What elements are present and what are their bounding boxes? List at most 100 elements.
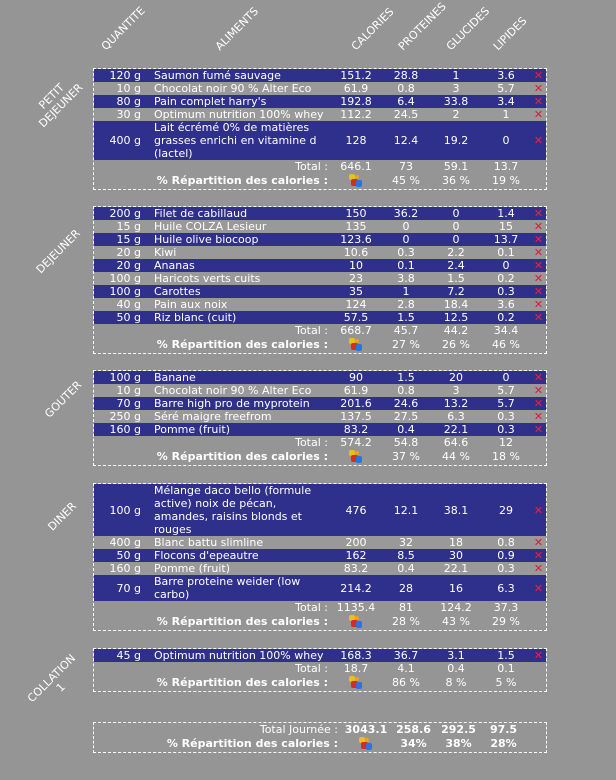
day-total-box: Total Journée :3043.1 258.6 292.5 97.5% Rép… bbox=[93, 722, 547, 753]
section-label-dejeuner: DEJEUNER bbox=[33, 226, 83, 277]
food-row[interactable]: 70 g Barre proteine weider (low carbo) 214… bbox=[94, 575, 546, 601]
delete-x-icon[interactable]: ✕ bbox=[531, 285, 546, 298]
carbs: 1 bbox=[431, 69, 481, 82]
delete-x-icon[interactable]: ✕ bbox=[531, 562, 546, 575]
food-row[interactable]: 400 g Lait écrémé 0% de matières grasses … bbox=[94, 121, 546, 160]
food-row[interactable]: 15 g Huile olive biocoop 123.6 0 0 13.7 ✕ bbox=[94, 233, 546, 246]
delete-x-icon[interactable]: ✕ bbox=[531, 272, 546, 285]
food-row[interactable]: 250 g Séré maigre freefrom 137.5 27.5 6.3 0.3… bbox=[94, 410, 546, 423]
pie-chart-icon[interactable] bbox=[349, 676, 363, 690]
spacer bbox=[531, 601, 546, 614]
meal-box-collation-1: 45 g Optimum nutrition 100% whey 168.3 36.7… bbox=[93, 648, 547, 692]
quantity: 100 g bbox=[94, 484, 149, 536]
food-name[interactable]: Riz blanc (cuit) bbox=[149, 311, 331, 324]
delete-x-icon[interactable]: ✕ bbox=[531, 484, 546, 536]
food-name[interactable]: Barre high pro de myprotein bbox=[149, 397, 331, 410]
food-row[interactable]: 200 g Filet de cabillaud 150 36.2 0 1.4 ✕ bbox=[94, 207, 546, 220]
food-row[interactable]: 10 g Chocolat noir 90 % Alter Eco 61.9 0.8 3… bbox=[94, 384, 546, 397]
quantity: 10 g bbox=[94, 82, 149, 95]
delete-x-icon[interactable]: ✕ bbox=[531, 575, 546, 601]
food-row[interactable]: 80 g Pain complet harry's 192.8 6.4 33.8 3.4 ✕ bbox=[94, 95, 546, 108]
food-row[interactable]: 100 g Banane 90 1.5 20 0 ✕ bbox=[94, 371, 546, 384]
food-row[interactable]: 50 g Riz blanc (cuit) 57.5 1.5 12.5 0.2 ✕ bbox=[94, 311, 546, 324]
pie-chart-icon[interactable] bbox=[349, 615, 363, 629]
food-name[interactable]: Optimum nutrition 100% whey bbox=[149, 649, 331, 662]
food-name[interactable]: Flocons d'epeautre bbox=[149, 549, 331, 562]
food-name[interactable]: Huile olive biocoop bbox=[149, 233, 331, 246]
delete-x-icon[interactable]: ✕ bbox=[531, 207, 546, 220]
food-name[interactable]: Optimum nutrition 100% whey bbox=[149, 108, 331, 121]
column-header-calories: CALORIES bbox=[348, 5, 397, 53]
food-name[interactable]: Saumon fumé sauvage bbox=[149, 69, 331, 82]
food-row[interactable]: 70 g Barre high pro de myprotein 201.6 24.6… bbox=[94, 397, 546, 410]
delete-x-icon[interactable]: ✕ bbox=[531, 384, 546, 397]
delete-x-icon[interactable]: ✕ bbox=[531, 233, 546, 246]
food-name[interactable]: Séré maigre freefrom bbox=[149, 410, 331, 423]
food-name[interactable]: Huile COLZA Lesieur bbox=[149, 220, 331, 233]
delete-x-icon[interactable]: ✕ bbox=[531, 220, 546, 233]
food-name[interactable]: Lait écrémé 0% de matières grasses enric… bbox=[149, 121, 331, 160]
food-name[interactable]: Pomme (fruit) bbox=[149, 423, 331, 436]
food-name[interactable]: Mélange daco bello (formule active) noix… bbox=[149, 484, 331, 536]
food-row[interactable]: 10 g Chocolat noir 90 % Alter Eco 61.9 0.8 3… bbox=[94, 82, 546, 95]
delete-x-icon[interactable]: ✕ bbox=[531, 259, 546, 272]
delete-x-icon[interactable]: ✕ bbox=[531, 311, 546, 324]
pie-chart-icon[interactable] bbox=[349, 338, 363, 352]
food-row[interactable]: 15 g Huile COLZA Lesieur 135 0 0 15 ✕ bbox=[94, 220, 546, 233]
proteins: 24.5 bbox=[381, 108, 431, 121]
chart-cell bbox=[331, 449, 381, 465]
delete-x-icon[interactable]: ✕ bbox=[531, 82, 546, 95]
food-name[interactable]: Pomme (fruit) bbox=[149, 562, 331, 575]
food-name[interactable]: Barre proteine weider (low carbo) bbox=[149, 575, 331, 601]
proteins: 24.6 bbox=[381, 397, 431, 410]
lipids: 0 bbox=[481, 259, 531, 272]
quantity: 400 g bbox=[94, 121, 149, 160]
delete-x-icon[interactable]: ✕ bbox=[531, 536, 546, 549]
delete-x-icon[interactable]: ✕ bbox=[531, 108, 546, 121]
delete-x-icon[interactable]: ✕ bbox=[531, 549, 546, 562]
food-row[interactable]: 20 g Ananas 10 0.1 2.4 0 ✕ bbox=[94, 259, 546, 272]
food-row[interactable]: 50 g Flocons d'epeautre 162 8.5 30 0.9 ✕ bbox=[94, 549, 546, 562]
food-name[interactable]: Blanc battu slimline bbox=[149, 536, 331, 549]
food-row[interactable]: 160 g Pomme (fruit) 83.2 0.4 22.1 0.3 ✕ bbox=[94, 562, 546, 575]
food-row[interactable]: 100 g Mélange daco bello (formule active)… bbox=[94, 484, 546, 536]
food-row[interactable]: 100 g Haricots verts cuits 23 3.8 1.5 0.2 ✕ bbox=[94, 272, 546, 285]
food-name[interactable]: Carottes bbox=[149, 285, 331, 298]
delete-x-icon[interactable]: ✕ bbox=[531, 649, 546, 662]
food-name[interactable]: Chocolat noir 90 % Alter Eco bbox=[149, 82, 331, 95]
food-row[interactable]: 20 g Kiwi 10.6 0.3 2.2 0.1 ✕ bbox=[94, 246, 546, 259]
food-row[interactable]: 45 g Optimum nutrition 100% whey 168.3 36.7… bbox=[94, 649, 546, 662]
total-lipids: 12 bbox=[499, 436, 513, 449]
food-name[interactable]: Ananas bbox=[149, 259, 331, 272]
pie-chart-icon[interactable] bbox=[359, 737, 373, 751]
delete-x-icon[interactable]: ✕ bbox=[531, 298, 546, 311]
food-name[interactable]: Chocolat noir 90 % Alter Eco bbox=[149, 384, 331, 397]
delete-x-icon[interactable]: ✕ bbox=[531, 246, 546, 259]
food-name[interactable]: Pain complet harry's bbox=[149, 95, 331, 108]
quantity: 15 g bbox=[94, 220, 149, 233]
lipids: 15 bbox=[481, 220, 531, 233]
food-row[interactable]: 30 g Optimum nutrition 100% whey 112.2 24.5… bbox=[94, 108, 546, 121]
delete-x-icon[interactable]: ✕ bbox=[531, 410, 546, 423]
delete-x-icon[interactable]: ✕ bbox=[531, 95, 546, 108]
delete-x-icon[interactable]: ✕ bbox=[531, 69, 546, 82]
food-row[interactable]: 120 g Saumon fumé sauvage 151.2 28.8 1 3.6 ✕ bbox=[94, 69, 546, 82]
repartition-lipids: 29 % bbox=[492, 615, 520, 628]
delete-x-icon[interactable]: ✕ bbox=[531, 397, 546, 410]
food-row[interactable]: 40 g Pain aux noix 124 2.8 18.4 3.6 ✕ bbox=[94, 298, 546, 311]
pie-chart-icon[interactable] bbox=[349, 450, 363, 464]
food-name[interactable]: Pain aux noix bbox=[149, 298, 331, 311]
food-row[interactable]: 100 g Carottes 35 1 7.2 0.3 ✕ bbox=[94, 285, 546, 298]
pie-chart-icon[interactable] bbox=[349, 174, 363, 188]
food-name[interactable]: Filet de cabillaud bbox=[149, 207, 331, 220]
food-name[interactable]: Banane bbox=[149, 371, 331, 384]
delete-x-icon[interactable]: ✕ bbox=[531, 121, 546, 160]
food-name[interactable]: Haricots verts cuits bbox=[149, 272, 331, 285]
food-row[interactable]: 400 g Blanc battu slimline 200 32 18 0.8 ✕ bbox=[94, 536, 546, 549]
calories: 23 bbox=[331, 272, 381, 285]
delete-x-icon[interactable]: ✕ bbox=[531, 371, 546, 384]
day-repartition-row: % Répartition des calories : 34% 38% 28% bbox=[94, 736, 546, 752]
food-row[interactable]: 160 g Pomme (fruit) 83.2 0.4 22.1 0.3 ✕ bbox=[94, 423, 546, 436]
food-name[interactable]: Kiwi bbox=[149, 246, 331, 259]
delete-x-icon[interactable]: ✕ bbox=[531, 423, 546, 436]
